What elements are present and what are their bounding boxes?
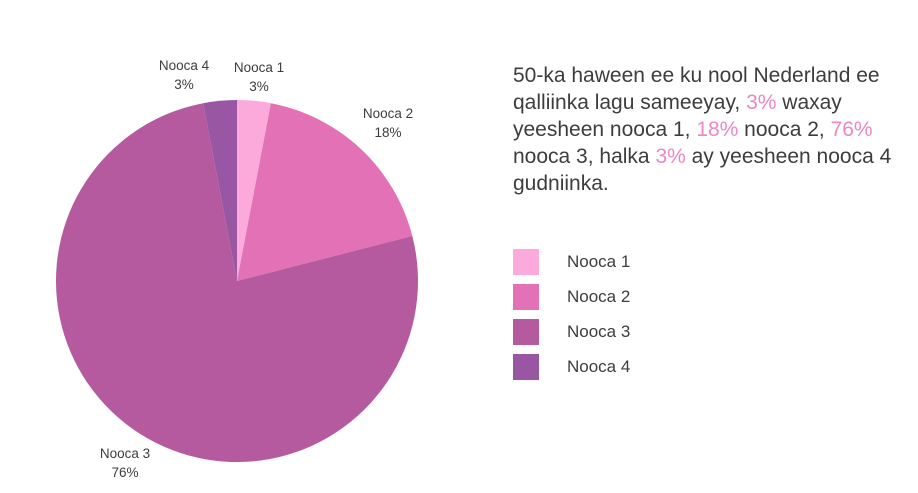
- pie-label-percent: 76%: [111, 465, 139, 480]
- pie-slice-3: [55, 103, 418, 463]
- legend-item-2: Nooca 2: [513, 284, 630, 310]
- description-highlight: 3%: [746, 91, 777, 114]
- legend-item-4: Nooca 4: [513, 354, 630, 380]
- legend: Nooca 1 Nooca 2 Nooca 3 Nooca 4: [513, 249, 630, 389]
- pie-label-percent: 18%: [374, 125, 402, 140]
- description-highlight: 3%: [655, 145, 686, 168]
- pie-slice-label-nooca-1: Nooca 1 3%: [234, 58, 284, 96]
- pie-slice-1: [237, 100, 271, 281]
- legend-item-3: Nooca 3: [513, 319, 630, 345]
- pie-slice-label-nooca-3: Nooca 3 76%: [100, 444, 150, 482]
- legend-swatch-1: [513, 249, 539, 275]
- description-segment: nooca 3, halka: [513, 145, 656, 168]
- description-text: 50-ka haween ee ku nool Nederland ee qal…: [513, 62, 903, 197]
- legend-swatch-2: [513, 284, 539, 310]
- pie-slice-4: [203, 100, 237, 281]
- description-segment: waxay yeesheen nooca 1,: [513, 91, 842, 141]
- legend-label-2: Nooca 2: [567, 287, 631, 306]
- pie-label-name: Nooca 3: [99, 446, 151, 461]
- pie-slice-label-nooca-4: Nooca 4 3%: [159, 56, 209, 94]
- legend-label-4: Nooca 4: [567, 357, 631, 376]
- description-segment: 50-ka haween ee ku nool Nederland ee qal…: [513, 64, 880, 114]
- pie-label-percent: 3%: [174, 77, 194, 92]
- pie-label-name: Nooca 2: [362, 106, 414, 121]
- legend-swatch-3: [513, 319, 539, 345]
- legend-item-1: Nooca 1: [513, 249, 630, 275]
- legend-swatch-4: [513, 354, 539, 380]
- legend-label-3: Nooca 3: [567, 322, 631, 341]
- description-segment: ay yeesheen nooca 4 gudniinka.: [513, 145, 892, 195]
- description-segment: nooca 2,: [738, 118, 831, 141]
- pie-slice-label-nooca-2: Nooca 2 18%: [363, 104, 413, 142]
- description-highlight: 18%: [696, 118, 739, 141]
- pie-label-name: Nooca 1: [233, 60, 285, 75]
- pie-label-percent: 3%: [249, 79, 269, 94]
- legend-label-1: Nooca 1: [567, 252, 631, 271]
- description-highlight: 76%: [830, 118, 873, 141]
- pie-label-name: Nooca 4: [158, 58, 210, 73]
